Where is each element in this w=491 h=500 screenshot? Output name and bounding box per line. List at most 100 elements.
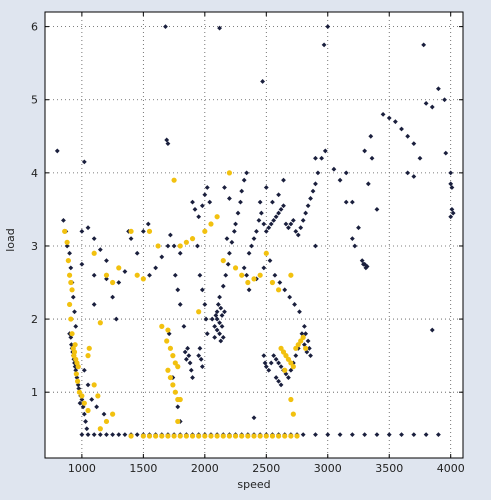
data-point-yellow [72, 342, 78, 348]
data-point-yellow [140, 433, 146, 439]
data-point-dark [310, 188, 316, 194]
data-point-dark [343, 199, 349, 205]
data-point-yellow [269, 433, 276, 439]
data-point-dark [411, 141, 417, 147]
data-point-dark [182, 349, 188, 355]
data-point-dark [91, 236, 97, 242]
y-tick-label: 1 [31, 386, 38, 399]
data-point-dark [183, 356, 189, 362]
data-point-dark [423, 100, 429, 106]
data-point-yellow [128, 228, 134, 234]
data-point-dark [89, 397, 95, 402]
data-point-yellow [165, 367, 171, 373]
data-point-dark [94, 404, 100, 410]
data-point-dark [207, 199, 213, 205]
data-point-dark [202, 302, 208, 307]
data-point-dark [214, 309, 220, 315]
data-point-dark [113, 316, 119, 322]
data-point-dark [313, 432, 318, 438]
data-point-dark [267, 258, 273, 263]
data-point-dark [233, 221, 238, 227]
data-point-yellow [64, 239, 70, 245]
data-point-dark [322, 148, 328, 154]
data-point-dark [72, 309, 77, 315]
data-point-dark [165, 141, 171, 147]
data-point-dark [145, 221, 151, 227]
data-point-dark [295, 232, 301, 238]
data-point-yellow [208, 221, 214, 227]
data-point-dark [101, 411, 107, 417]
data-point-yellow [275, 433, 282, 439]
data-point-yellow [282, 433, 288, 439]
data-point-dark [188, 367, 194, 373]
data-point-dark [290, 217, 296, 223]
data-point-dark [244, 272, 250, 278]
data-point-dark [225, 261, 231, 267]
data-point-dark [411, 432, 417, 438]
data-point-dark [352, 243, 358, 249]
data-point-dark [212, 323, 218, 329]
data-point-yellow [288, 272, 294, 278]
data-point-dark [68, 334, 74, 340]
data-point-dark [110, 432, 116, 438]
data-point-dark [286, 375, 291, 380]
data-point-dark [251, 236, 257, 242]
x-tick-label: 4000 [437, 462, 465, 475]
data-point-dark [405, 133, 411, 139]
data-point-dark [417, 155, 423, 161]
data-point-dark [219, 323, 225, 329]
data-point-yellow [257, 272, 263, 278]
data-point-dark [276, 378, 281, 384]
data-point-dark [69, 342, 74, 348]
x-tick-label: 3500 [375, 462, 403, 475]
data-point-dark [283, 221, 289, 227]
data-point-yellow [103, 272, 110, 278]
data-point-dark [172, 272, 178, 278]
data-point-dark [268, 221, 274, 227]
data-point-yellow [167, 345, 173, 351]
data-point-dark [443, 150, 449, 156]
data-point-yellow [290, 411, 296, 417]
data-point-dark [209, 316, 215, 322]
data-point-yellow [300, 334, 306, 340]
data-point-dark [227, 250, 232, 256]
data-point-dark [343, 170, 349, 176]
data-point-dark [421, 42, 427, 48]
data-point-dark [361, 261, 366, 267]
data-point-dark [85, 382, 91, 388]
data-point-dark [306, 345, 312, 351]
data-point-dark [244, 170, 250, 176]
data-point-dark [97, 432, 103, 438]
data-point-yellow [97, 320, 103, 326]
data-point-dark [190, 199, 195, 205]
data-point-dark [293, 353, 299, 359]
data-point-dark [364, 264, 370, 269]
data-point-yellow [303, 345, 309, 351]
data-point-dark [276, 210, 281, 216]
data-point-dark [405, 170, 411, 176]
data-point-yellow [153, 433, 159, 439]
data-point-dark [399, 126, 404, 132]
data-point-dark [450, 210, 456, 216]
data-point-dark [198, 356, 204, 362]
data-point-yellow [110, 279, 116, 286]
data-point-yellow [239, 433, 245, 439]
data-point-dark [104, 432, 109, 438]
data-point-dark [122, 432, 128, 438]
data-point-yellow [226, 170, 233, 176]
data-point-dark [448, 214, 454, 220]
data-point-dark [292, 302, 297, 307]
data-point-yellow [85, 353, 91, 359]
data-point-yellow [81, 400, 87, 406]
data-point-dark [287, 294, 293, 300]
data-point-dark [64, 243, 70, 249]
data-point-dark [231, 228, 237, 234]
data-point-dark [256, 217, 262, 223]
data-point-yellow [251, 433, 257, 439]
data-point-dark [257, 199, 263, 205]
data-point-yellow [282, 367, 288, 373]
data-point-dark [300, 432, 306, 438]
data-point-yellow [214, 214, 220, 220]
data-point-dark [313, 181, 318, 187]
